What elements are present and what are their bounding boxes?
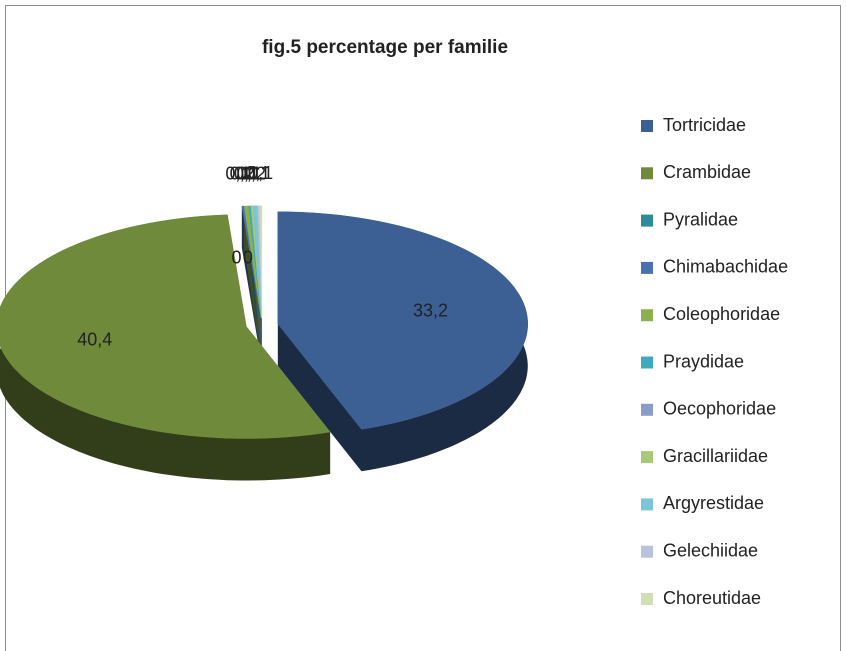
legend-swatch	[641, 593, 653, 605]
pie-slice	[277, 211, 529, 430]
data-label: 0,1	[245, 163, 270, 183]
data-label: 0,1	[225, 164, 250, 184]
legend-swatch	[641, 545, 653, 558]
data-label: 33,2	[413, 301, 448, 321]
legend-swatch	[641, 261, 653, 274]
data-label: 0	[232, 248, 242, 268]
legend-label: Gelechiidae	[663, 540, 758, 560]
legend-label: Oecophoridae	[663, 399, 776, 419]
legend-label: Tortricidae	[663, 115, 746, 135]
legend: Tortricidae Crambidae Pyralidae Chimabachid…	[641, 115, 788, 608]
legend-swatch	[641, 120, 653, 132]
data-label: 0,1	[237, 163, 262, 183]
data-label: 0,2	[241, 163, 266, 183]
legend-swatch	[641, 309, 653, 322]
legend-label: Pyralidae	[663, 209, 738, 229]
legend-swatch	[641, 356, 653, 369]
data-label: 0,1	[234, 163, 259, 183]
legend-swatch	[641, 451, 653, 464]
data-label: 0,1	[248, 163, 273, 183]
legend-swatch	[641, 403, 653, 416]
legend-label: Praydidae	[663, 351, 744, 371]
legend-swatch	[641, 167, 653, 180]
legend-label: Crambidae	[663, 162, 751, 182]
legend-label: Choreutidae	[663, 588, 761, 608]
pie-slice	[259, 205, 263, 318]
pie-tops	[0, 205, 529, 439]
legend-label: Chimabachidae	[663, 257, 788, 277]
data-label: 40,4	[77, 330, 112, 350]
legend-swatch	[641, 214, 653, 227]
chart-title: fig.5 percentage per familie	[262, 37, 508, 58]
legend-label: Coleophoridae	[663, 304, 780, 324]
pie-slice	[0, 214, 331, 439]
data-label: 0,2	[230, 163, 255, 183]
value-labels: 33,240,400,10,20,100,10,20,10,1	[77, 163, 448, 349]
legend-label: Argyrestidae	[663, 493, 764, 513]
data-label: 0	[243, 247, 253, 267]
legend-swatch	[641, 498, 653, 511]
legend-label: Gracillariidae	[663, 446, 768, 466]
slice-side	[277, 323, 362, 472]
